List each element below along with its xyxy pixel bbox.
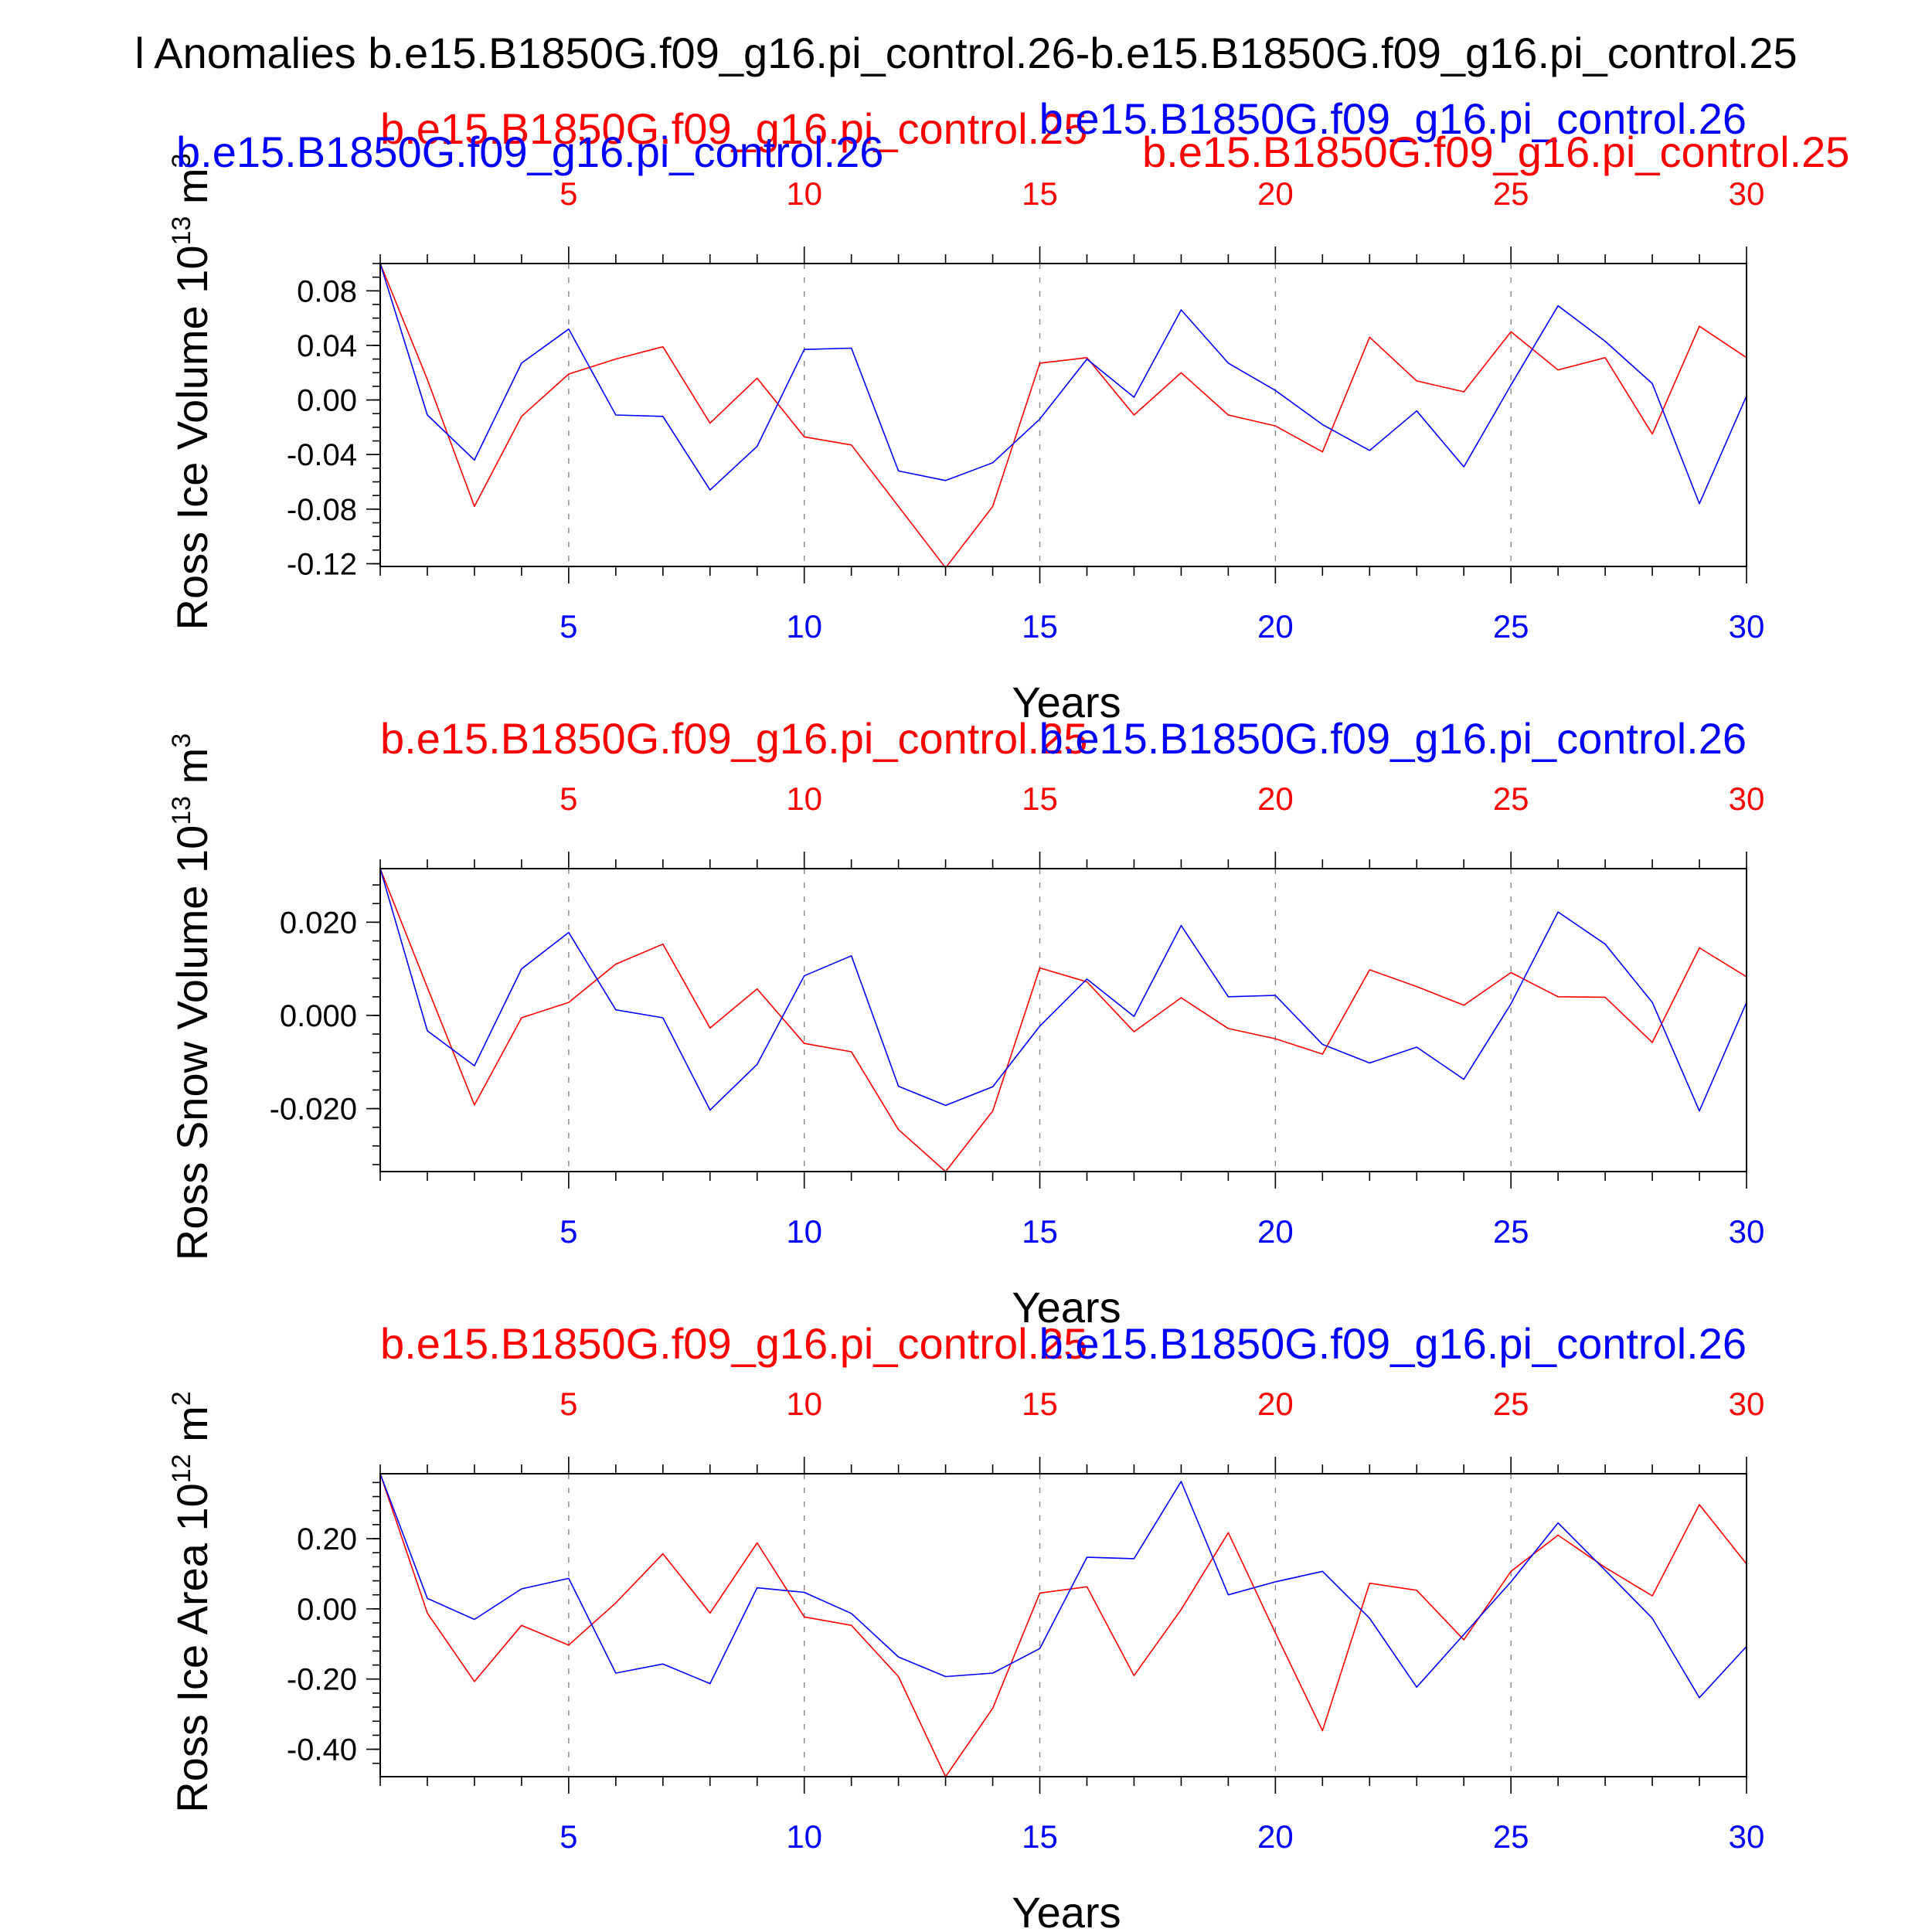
plot-frame bbox=[379, 263, 1747, 567]
y-tick-label: -0.40 bbox=[287, 1733, 357, 1767]
x-tick-label-top: 10 bbox=[786, 781, 822, 817]
panel-3: 0.20 0.00 -0.20 -0.40 5 5 10 10 15 15 20 20 25 25 30 30… bbox=[167, 1319, 1764, 1932]
x-tick-label-top: 30 bbox=[1729, 781, 1765, 817]
x-tick-label-bottom: 10 bbox=[786, 1818, 822, 1855]
series-line-control-26 bbox=[379, 868, 1747, 1112]
y-tick-label: 0.00 bbox=[297, 1593, 357, 1627]
x-tick-label-top: 30 bbox=[1729, 175, 1765, 212]
x-tick-label-bottom: 15 bbox=[1022, 1213, 1058, 1250]
y-axis-label: Ross Ice Volume 1013 m3 bbox=[167, 153, 216, 630]
x-tick-label-top: 10 bbox=[786, 175, 822, 212]
x-axis-label: Years bbox=[1012, 1888, 1121, 1932]
x-tick-label-top: 5 bbox=[560, 1386, 577, 1422]
legend-label-control-26: b.e15.B1850G.f09_g16.pi_control.26 bbox=[1039, 94, 1747, 143]
x-tick-label-top: 25 bbox=[1493, 175, 1529, 212]
legend-label-control-25: b.e15.B1850G.f09_g16.pi_control.25 bbox=[380, 714, 1087, 763]
panel-1: 0.08 0.04 0.00 -0.04 -0.08 -0.12 5 5 10 10 15 15 20 2… bbox=[167, 94, 1849, 726]
legend-label-control-25: b.e15.B1850G.f09_g16.pi_control.25 bbox=[380, 104, 1087, 153]
plot-frame bbox=[379, 1473, 1747, 1777]
y-tick-label: 0.20 bbox=[297, 1522, 357, 1556]
x-tick-label-bottom: 5 bbox=[560, 1818, 577, 1855]
x-axis-label: Years bbox=[1012, 678, 1121, 726]
panels: 0.08 0.04 0.00 -0.04 -0.08 -0.12 5 5 10 10 15 15 20 2… bbox=[167, 94, 1849, 1932]
y-tick-label: -0.04 bbox=[287, 438, 357, 472]
x-tick-label-bottom: 5 bbox=[560, 1213, 577, 1250]
legend-label-control-25: b.e15.B1850G.f09_g16.pi_control.25 bbox=[380, 1319, 1087, 1368]
x-tick-label-top: 15 bbox=[1022, 175, 1058, 212]
y-tick-label: -0.08 bbox=[287, 493, 357, 527]
series-line-control-26 bbox=[379, 1473, 1747, 1699]
y-axis-label: Ross Snow Volume 1013 m3 bbox=[167, 733, 216, 1260]
series-line-control-25 bbox=[379, 1473, 1747, 1777]
x-tick-label-bottom: 30 bbox=[1729, 1818, 1765, 1855]
x-tick-label-bottom: 15 bbox=[1022, 608, 1058, 645]
x-tick-label-bottom: 25 bbox=[1493, 1818, 1529, 1855]
x-tick-label-bottom: 5 bbox=[560, 608, 577, 645]
x-tick-label-top: 20 bbox=[1257, 175, 1294, 212]
y-tick-label: -0.020 bbox=[270, 1093, 357, 1127]
x-tick-label-bottom: 20 bbox=[1257, 608, 1294, 645]
plot-frame bbox=[379, 868, 1747, 1172]
x-tick-label-top: 15 bbox=[1022, 781, 1058, 817]
x-tick-label-bottom: 25 bbox=[1493, 1213, 1529, 1250]
x-tick-label-bottom: 30 bbox=[1729, 608, 1765, 645]
y-tick-label: 0.04 bbox=[297, 329, 357, 363]
x-tick-label-bottom: 20 bbox=[1257, 1213, 1294, 1250]
x-tick-label-top: 25 bbox=[1493, 1386, 1529, 1422]
x-tick-label-bottom: 25 bbox=[1493, 608, 1529, 645]
y-tick-label: -0.20 bbox=[287, 1663, 357, 1697]
legend-label-control-26-secondary: b.e15.B1850G.f09_g16.pi_control.26 bbox=[176, 128, 883, 176]
series-line-control-26 bbox=[379, 263, 1747, 505]
y-tick-label: 0.000 bbox=[280, 999, 357, 1033]
x-tick-label-top: 5 bbox=[560, 781, 577, 817]
x-tick-label-bottom: 30 bbox=[1729, 1213, 1765, 1250]
x-tick-label-top: 15 bbox=[1022, 1386, 1058, 1422]
y-tick-label: 0.020 bbox=[280, 906, 357, 940]
x-tick-label-top: 30 bbox=[1729, 1386, 1765, 1422]
x-tick-label-top: 10 bbox=[786, 1386, 822, 1422]
x-tick-label-bottom: 15 bbox=[1022, 1818, 1058, 1855]
panel-2: 0.020 0.000 -0.020 5 5 10 10 15 15 20 20 25 25 30 30 Ye… bbox=[167, 714, 1764, 1332]
y-tick-label: 0.08 bbox=[297, 274, 357, 308]
x-axis-label: Years bbox=[1012, 1283, 1121, 1332]
series-line-control-25 bbox=[379, 868, 1747, 1172]
x-tick-label-top: 25 bbox=[1493, 781, 1529, 817]
series-line-control-25 bbox=[379, 263, 1747, 569]
x-tick-label-top: 20 bbox=[1257, 1386, 1294, 1422]
page-title: l Anomalies b.e15.B1850G.f09_g16.pi_cont… bbox=[134, 29, 1797, 77]
x-tick-label-top: 20 bbox=[1257, 781, 1294, 817]
legend-label-control-26: b.e15.B1850G.f09_g16.pi_control.26 bbox=[1039, 1319, 1747, 1368]
x-tick-label-top: 5 bbox=[560, 175, 577, 212]
x-tick-label-bottom: 10 bbox=[786, 1213, 822, 1250]
y-tick-label: -0.12 bbox=[287, 547, 357, 581]
x-tick-label-bottom: 10 bbox=[786, 608, 822, 645]
x-tick-label-bottom: 20 bbox=[1257, 1818, 1294, 1855]
y-axis-label: Ross Ice Area 1012 m2 bbox=[167, 1391, 216, 1812]
legend-label-control-26: b.e15.B1850G.f09_g16.pi_control.26 bbox=[1039, 714, 1747, 763]
legend-label-control-25-secondary: b.e15.B1850G.f09_g16.pi_control.25 bbox=[1142, 128, 1849, 176]
y-tick-label: 0.00 bbox=[297, 384, 357, 418]
